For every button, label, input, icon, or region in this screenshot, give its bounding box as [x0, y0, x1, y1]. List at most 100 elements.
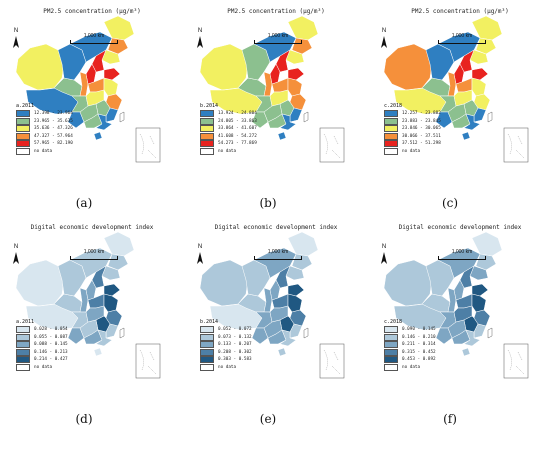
scale-label: 1,000 km: [267, 249, 289, 255]
province-region: [199, 43, 249, 91]
legend-label: 23.883 - 23.845: [402, 118, 441, 124]
legend-entry: 12.398 - 23.964: [16, 110, 86, 118]
scale-label: 1,000 km: [267, 33, 289, 39]
map-title: PM2.5 concentration (μg/m³): [43, 8, 141, 15]
province-region: [475, 37, 497, 55]
legend-year: c.2018: [384, 103, 403, 109]
province-region: [471, 231, 503, 257]
legend-entry: no data: [384, 147, 454, 156]
south-china-sea-inset: [503, 127, 529, 163]
legend-swatch: [384, 125, 398, 133]
legend-label: 12.257 - 23.882: [402, 111, 441, 117]
province-region: [291, 253, 313, 271]
province-region: [15, 259, 65, 307]
province-region: [473, 323, 487, 339]
province-region: [107, 37, 129, 55]
legend-entry: 0.146 - 0.210: [384, 333, 454, 342]
legend-entry: 12.257 - 23.882: [384, 110, 454, 118]
legend-year: b.2014: [200, 103, 219, 109]
legend-swatch: [384, 326, 398, 334]
legend-label: 23.965 - 35.635: [34, 118, 73, 124]
legend-entry: 0.214 - 0.427: [16, 356, 86, 364]
map-legend: a.2011 0.028 - 0.054 0.055 - 0.087 0.088 - …: [16, 319, 86, 371]
legend-swatch: [384, 333, 398, 341]
legend-label: 30.066 - 37.511: [402, 133, 441, 139]
north-arrow-icon: [381, 252, 387, 264]
legend-label: no data: [34, 148, 53, 154]
island-dashes: [323, 133, 341, 159]
legend-entry: 33.864 - 41.607: [200, 125, 270, 133]
scale-line: [254, 40, 302, 44]
legend-swatch: [16, 333, 30, 341]
legend-label: 0.208 - 0.302: [218, 349, 252, 355]
legend-swatch: [16, 147, 30, 155]
legend-label: 41.608 - 54.272: [218, 133, 257, 139]
legend-label: 0.315 - 0.452: [402, 349, 436, 355]
legend-swatch: [16, 341, 30, 349]
panel-caption: (a): [75, 196, 93, 210]
province-region: [473, 107, 487, 123]
choropleth-map: [13, 15, 161, 163]
legend-label: 0.055 - 0.087: [34, 334, 68, 340]
legend-label: 54.273 - 77.869: [218, 141, 257, 147]
north-label: N: [197, 28, 203, 34]
map-title: PM2.5 concentration (μg/m³): [227, 8, 325, 15]
legend-entry: 41.608 - 54.272: [200, 132, 270, 141]
taiwan-region: [487, 111, 493, 123]
legend-swatch: [384, 348, 398, 356]
legend-swatch: [200, 348, 214, 356]
scale-bar: 1,000 km: [70, 33, 118, 44]
province-region: [461, 131, 471, 141]
legend-entry: 0.055 - 0.087: [16, 333, 86, 342]
map-panel-c: PM2.5 concentration (μg/m³) N 1,000 km c.20…: [376, 4, 544, 172]
province-region: [93, 347, 103, 357]
scale-label: 1,000 km: [83, 33, 105, 39]
map-title: Digital economic development index: [30, 224, 154, 231]
legend-swatch: [16, 140, 30, 148]
province-region: [95, 113, 113, 131]
legend-label: 0.073 - 0.132: [218, 334, 252, 340]
province-region: [105, 107, 119, 123]
province-region: [475, 253, 497, 271]
scale-label: 1,000 km: [83, 249, 105, 255]
province-region: [103, 293, 119, 313]
legend-label: no data: [34, 364, 53, 370]
legend-label: 12.398 - 23.964: [34, 111, 73, 117]
legend-swatch: [16, 356, 30, 364]
province-region: [463, 113, 481, 131]
legend-swatch: [384, 140, 398, 148]
map-title: PM2.5 concentration (μg/m³): [411, 8, 509, 15]
map-panel-b: PM2.5 concentration (μg/m³) N 1,000 km b.20…: [192, 4, 360, 172]
legend-swatch: [16, 125, 30, 133]
legend-swatch: [200, 363, 214, 371]
panel-caption: (f): [443, 412, 457, 426]
province-region: [103, 231, 135, 257]
legend-entry: 57.965 - 82.190: [16, 140, 86, 148]
island-dashes: [139, 133, 157, 159]
province-region: [287, 77, 303, 97]
legend-entry: 0.052 - 0.072: [200, 326, 270, 334]
province-region: [105, 323, 119, 339]
province-region: [107, 253, 129, 271]
north-arrow-icon: [13, 252, 19, 264]
province-region: [471, 293, 487, 313]
province-region: [93, 131, 103, 141]
map-title: Digital economic development index: [214, 224, 338, 231]
legend-label: 33.864 - 41.607: [218, 126, 257, 132]
scale-bar: 1,000 km: [438, 33, 486, 44]
legend-year: a.2011: [16, 319, 35, 325]
scale-label: 1,000 km: [451, 249, 473, 255]
map-legend: b.2014 0.052 - 0.072 0.073 - 0.132 0.133 - …: [200, 319, 270, 371]
north-arrow-icon: [381, 36, 387, 48]
legend-swatch: [384, 363, 398, 371]
panel-caption: (b): [259, 196, 277, 210]
legend-label: no data: [218, 148, 237, 154]
north-label: N: [13, 244, 19, 250]
province-region: [287, 231, 319, 257]
choropleth-map: [197, 15, 345, 163]
scale-line: [70, 256, 118, 260]
taiwan-region: [119, 327, 125, 339]
legend-entry: 0.088 - 0.145: [16, 341, 86, 349]
province-region: [95, 329, 113, 347]
legend-entry: 0.211 - 0.314: [384, 341, 454, 349]
